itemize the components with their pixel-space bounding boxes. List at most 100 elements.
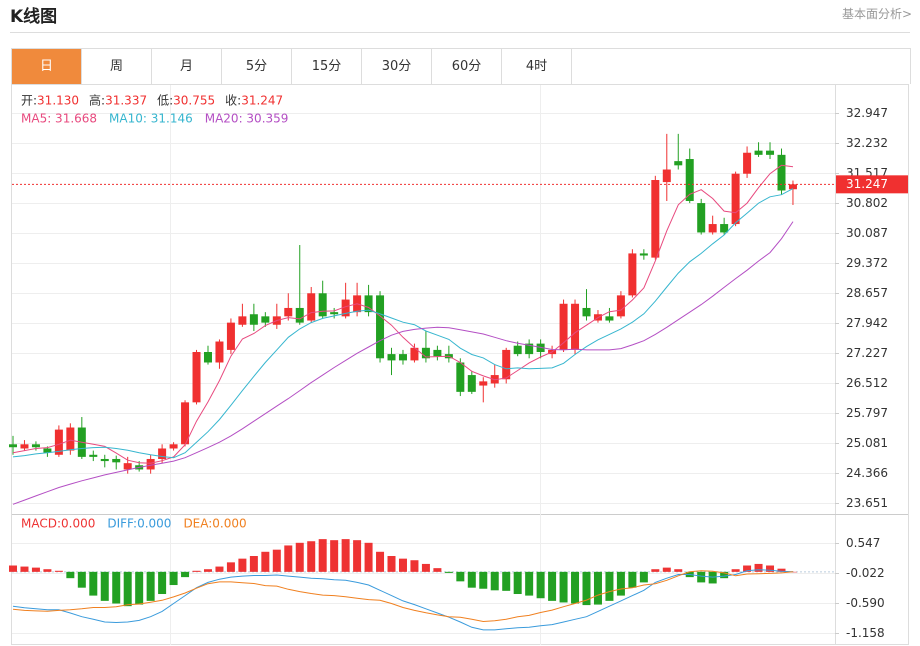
macd-bar	[77, 571, 86, 588]
indicator-line	[12, 221, 794, 505]
candle-body	[295, 307, 304, 323]
macd-bar	[135, 571, 144, 605]
y-tick-label: 23.651	[846, 496, 888, 510]
macd-bar	[410, 560, 419, 572]
info-label: 高:	[89, 93, 105, 108]
y-tick-label: -0.590	[846, 596, 885, 610]
indicator-line	[12, 164, 794, 464]
candle-body	[43, 448, 52, 453]
macd-bar	[766, 565, 775, 572]
period-tab[interactable]: 30分	[362, 49, 432, 84]
macd-bar	[341, 539, 350, 572]
macd-bar	[387, 556, 396, 572]
macd-bar	[376, 551, 385, 572]
macd-bar	[169, 571, 178, 586]
macd-bar	[754, 563, 763, 572]
candle-body	[284, 307, 293, 317]
macd-bar	[20, 566, 29, 572]
last-price-box	[836, 175, 908, 194]
y-tick-label: 27.942	[846, 316, 888, 330]
candle-body	[169, 444, 178, 449]
indicator-line	[12, 569, 794, 631]
legend-entry: DEA:0.000	[183, 517, 246, 531]
candle-body	[31, 444, 40, 448]
y-tick-label: 28.657	[846, 286, 888, 300]
candle-body	[582, 307, 591, 317]
candle-body	[341, 299, 350, 317]
y-tick-label: 30.802	[846, 196, 888, 210]
indicator-line	[12, 570, 794, 623]
candle-body	[525, 343, 534, 355]
y-tick-label: 32.947	[846, 106, 888, 120]
period-tab[interactable]: 日	[12, 49, 82, 84]
info-value: 31.337	[105, 94, 147, 108]
candle-body	[364, 295, 373, 313]
macd-bar	[513, 571, 522, 595]
macd-bar	[100, 571, 109, 601]
period-tab[interactable]: 60分	[432, 49, 502, 84]
candle-body	[456, 362, 465, 392]
macd-bar	[536, 571, 545, 599]
period-tab[interactable]: 4时	[502, 49, 572, 84]
candle-body	[651, 180, 660, 258]
y-tick-label: -0.022	[846, 566, 885, 580]
last-price-label: 31.247	[846, 177, 888, 191]
macd-bar	[54, 570, 63, 572]
macd-bar	[720, 571, 729, 579]
candle-body	[249, 314, 258, 325]
y-tick-label: 25.797	[846, 406, 888, 420]
candle-body	[571, 303, 580, 350]
y-tick-label: -1.158	[846, 626, 885, 640]
macd-bar	[307, 541, 316, 572]
candle-body	[307, 293, 316, 321]
macd-bar	[43, 569, 52, 572]
macd-bar	[158, 571, 167, 595]
macd-bar	[582, 571, 591, 606]
y-tick-label: 27.227	[846, 346, 888, 360]
y-tick-label: 25.081	[846, 436, 888, 450]
candle-body	[146, 458, 155, 470]
candle-body	[685, 159, 694, 201]
macd-bar	[490, 571, 499, 591]
info-value: 31.247	[241, 94, 283, 108]
macd-bar	[192, 570, 201, 572]
macd-bar	[66, 571, 75, 579]
candle-body	[788, 184, 797, 190]
macd-bar	[330, 540, 339, 572]
info-value: 30.755	[173, 94, 215, 108]
macd-bar	[146, 571, 155, 601]
period-tab[interactable]: 月	[152, 49, 222, 84]
macd-bar	[181, 571, 190, 578]
macd-bar	[433, 568, 442, 572]
candle-body	[720, 224, 729, 233]
macd-bar	[295, 542, 304, 572]
fundamentals-link[interactable]: 基本面分析>	[841, 7, 912, 21]
candle-body	[112, 458, 121, 463]
macd-bar	[651, 569, 660, 572]
macd-bar	[123, 571, 132, 607]
candle-body	[181, 402, 190, 445]
candle-body	[639, 253, 648, 256]
period-tab[interactable]: 5分	[222, 49, 292, 84]
macd-bar	[548, 571, 557, 601]
candle-body	[123, 463, 132, 470]
period-tab[interactable]: 周	[82, 49, 152, 84]
macd-bar	[89, 571, 98, 596]
candle-body	[89, 454, 98, 457]
candle-body	[376, 295, 385, 359]
info-label: 开:	[21, 94, 37, 108]
legend-entry: MA10: 31.146	[109, 112, 193, 126]
candle-body	[100, 458, 109, 462]
period-tab[interactable]: 15分	[292, 49, 362, 84]
macd-bar	[639, 571, 648, 583]
candle-body	[158, 448, 167, 459]
macd-bar	[444, 571, 453, 573]
candle-body	[20, 444, 29, 449]
macd-bar	[571, 571, 580, 604]
candle-body	[605, 316, 614, 321]
macd-bar	[479, 571, 488, 589]
macd-bar	[593, 571, 602, 605]
candle-body	[743, 152, 752, 174]
macd-bar	[467, 571, 476, 588]
